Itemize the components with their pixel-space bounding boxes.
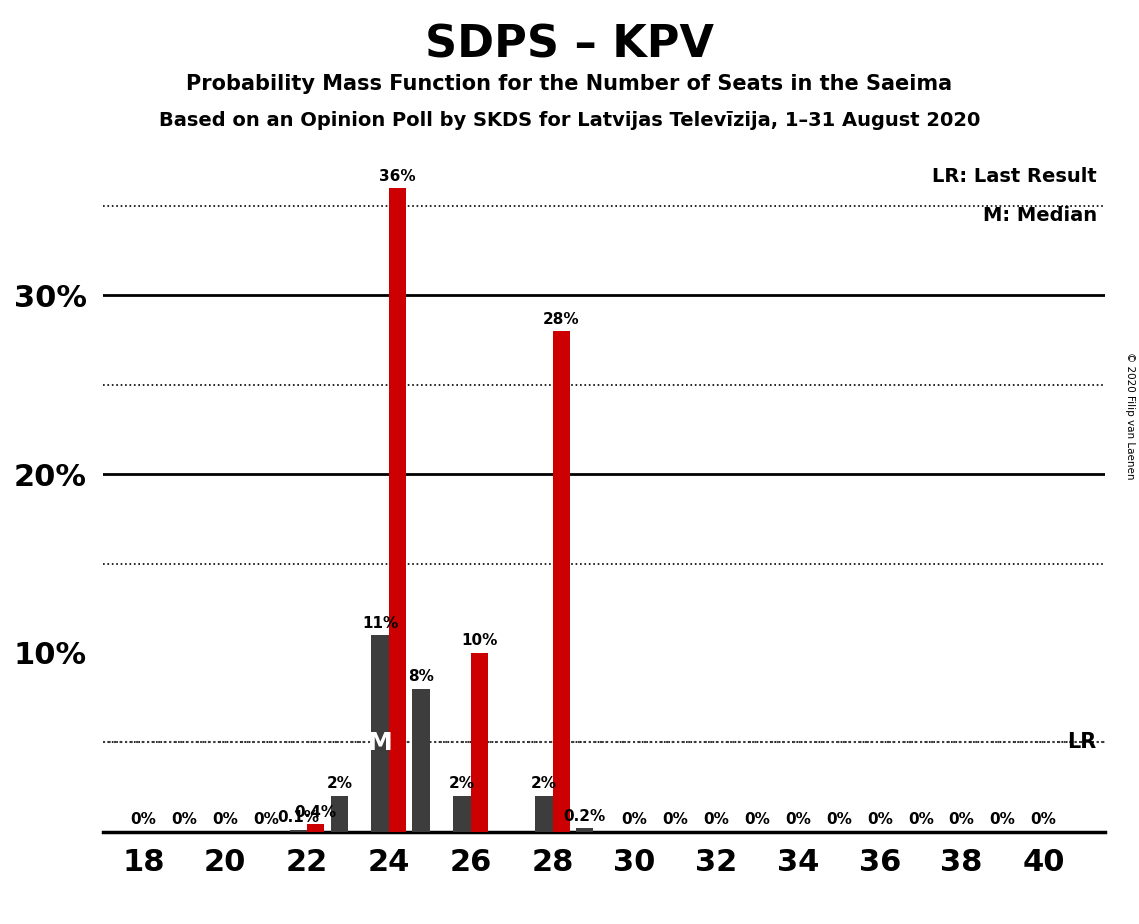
- Text: 0%: 0%: [744, 812, 770, 827]
- Text: 0%: 0%: [785, 812, 811, 827]
- Text: LR: LR: [1067, 732, 1097, 752]
- Text: 8%: 8%: [408, 669, 434, 684]
- Bar: [289, 830, 308, 832]
- Text: M: M: [368, 731, 393, 755]
- Text: 11%: 11%: [362, 615, 399, 630]
- Text: 0.1%: 0.1%: [278, 810, 319, 825]
- Bar: [371, 635, 388, 832]
- Text: © 2020 Filip van Laenen: © 2020 Filip van Laenen: [1125, 352, 1134, 480]
- Text: 0%: 0%: [212, 812, 238, 827]
- Text: 0%: 0%: [867, 812, 893, 827]
- Text: 0%: 0%: [131, 812, 156, 827]
- Text: 36%: 36%: [379, 169, 416, 184]
- Text: 0%: 0%: [253, 812, 279, 827]
- Text: 2%: 2%: [531, 776, 557, 791]
- Text: 0%: 0%: [908, 812, 934, 827]
- Bar: [388, 188, 407, 832]
- Text: 0%: 0%: [826, 812, 852, 827]
- Text: 0.4%: 0.4%: [295, 805, 337, 820]
- Text: 0%: 0%: [949, 812, 975, 827]
- Text: SDPS – KPV: SDPS – KPV: [425, 23, 714, 67]
- Text: 0%: 0%: [662, 812, 688, 827]
- Bar: [552, 331, 570, 832]
- Text: 0%: 0%: [703, 812, 729, 827]
- Bar: [535, 796, 552, 832]
- Text: Probability Mass Function for the Number of Seats in the Saeima: Probability Mass Function for the Number…: [187, 74, 952, 94]
- Bar: [576, 828, 593, 832]
- Bar: [330, 796, 349, 832]
- Text: 0%: 0%: [171, 812, 197, 827]
- Text: LR: Last Result: LR: Last Result: [932, 166, 1097, 186]
- Text: 0%: 0%: [1031, 812, 1056, 827]
- Text: 10%: 10%: [461, 634, 498, 649]
- Text: M: Median: M: Median: [983, 206, 1097, 225]
- Text: 0%: 0%: [990, 812, 1016, 827]
- Text: 28%: 28%: [543, 311, 580, 327]
- Bar: [412, 688, 429, 832]
- Bar: [453, 796, 470, 832]
- Bar: [470, 653, 489, 832]
- Text: 2%: 2%: [326, 776, 352, 791]
- Text: 0%: 0%: [622, 812, 647, 827]
- Bar: [308, 824, 325, 832]
- Text: 2%: 2%: [449, 776, 475, 791]
- Text: 0.2%: 0.2%: [564, 808, 606, 823]
- Text: Based on an Opinion Poll by SKDS for Latvijas Televīzija, 1–31 August 2020: Based on an Opinion Poll by SKDS for Lat…: [158, 111, 981, 130]
